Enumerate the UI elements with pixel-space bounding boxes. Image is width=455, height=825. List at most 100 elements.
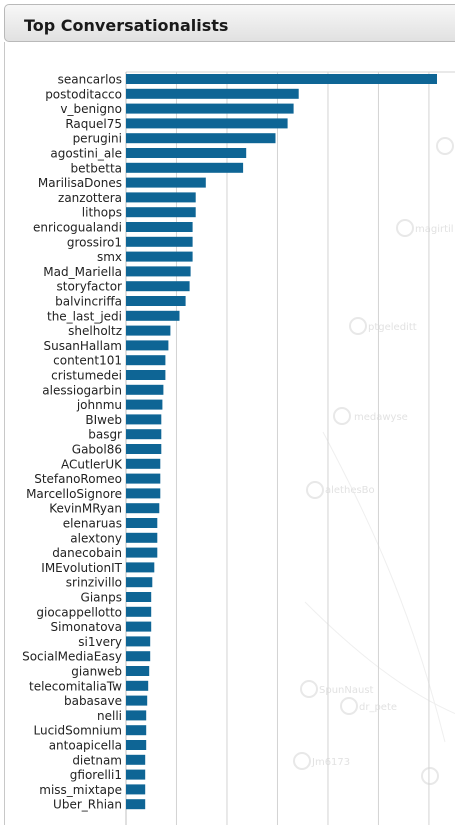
background-node-label: medawyse <box>354 412 408 423</box>
background-network-node <box>340 697 358 715</box>
bar <box>126 695 148 706</box>
bar <box>126 754 146 765</box>
category-label: danecobain <box>52 546 122 560</box>
bar <box>126 414 162 425</box>
category-label: Mad_Mariella <box>43 265 122 279</box>
category-label: v_benigno <box>60 102 122 116</box>
category-label: nelli <box>97 709 122 723</box>
bar <box>126 177 206 188</box>
background-network-node <box>421 767 439 785</box>
background-network-node <box>436 137 454 155</box>
category-label: Gianps <box>81 591 122 605</box>
bar <box>126 133 276 144</box>
bar <box>126 118 288 129</box>
background-network-node <box>293 752 311 770</box>
category-label: smx <box>97 250 122 264</box>
bar <box>126 784 146 795</box>
bar <box>126 562 155 573</box>
bar <box>126 725 147 736</box>
panel-header: Top Conversationalists <box>4 4 455 42</box>
category-label: gfiorelli1 <box>70 768 122 782</box>
category-label: enricogualandi <box>33 221 122 235</box>
bar <box>126 429 162 440</box>
category-label: content101 <box>53 354 122 368</box>
bar <box>126 103 294 114</box>
bar <box>126 251 193 262</box>
background-network-node <box>300 680 318 698</box>
bar <box>126 769 146 780</box>
bar <box>126 621 152 632</box>
category-label: basgr <box>88 428 122 442</box>
bar <box>126 340 169 351</box>
chart-area: magirtil ptgeleditt medawyse alethesBo SpunN… <box>4 42 455 825</box>
bar <box>126 666 150 676</box>
category-label: Uber_Rhian <box>53 798 122 812</box>
bar <box>126 296 186 306</box>
bar <box>126 577 153 588</box>
bar <box>126 370 166 380</box>
category-label: antoapicella <box>49 739 122 753</box>
bar <box>126 740 147 750</box>
bar <box>126 266 191 277</box>
category-label: gianweb <box>71 665 122 679</box>
bar <box>126 281 190 292</box>
category-label: SocialMediaEasy <box>22 650 122 664</box>
bar <box>126 222 193 232</box>
background-node-label: SpunNaust <box>319 685 374 696</box>
bar <box>126 532 158 543</box>
category-label: balvincriffa <box>55 295 122 309</box>
category-label: postoditacco <box>45 87 122 101</box>
category-label: telecomitaliaTw <box>29 679 122 693</box>
bar <box>126 473 161 484</box>
bar <box>126 503 160 514</box>
bar <box>126 636 151 647</box>
background-node-label: ptgeleditt <box>368 322 417 333</box>
category-label: the_last_jedi <box>47 309 122 323</box>
background-network-node <box>306 481 324 499</box>
background-node-label: alethesBo <box>325 485 375 496</box>
background-network-node <box>396 219 414 237</box>
background-network-node <box>333 407 351 425</box>
bar <box>126 236 193 247</box>
category-label: agostini_ale <box>50 147 122 161</box>
bar <box>126 325 171 336</box>
bar <box>126 518 158 528</box>
background-network-node <box>349 317 367 335</box>
category-label: StefanoRomeo <box>34 472 122 486</box>
bar <box>126 710 147 721</box>
background-node-label: Jm6173 <box>311 757 350 768</box>
category-label: srinzivillo <box>66 576 122 590</box>
background-network-edges <box>304 431 455 743</box>
background-node-label: magirtil <box>415 224 454 235</box>
category-label: johnmu <box>76 398 122 412</box>
category-label: shelholtz <box>68 324 122 338</box>
category-label: elenaruas <box>63 517 122 531</box>
category-label: seancarlos <box>58 73 122 87</box>
bar <box>126 355 166 366</box>
category-label: perugini <box>73 132 122 146</box>
category-label: MarilisaDones <box>38 176 122 190</box>
category-label: MarcelloSignore <box>26 487 122 501</box>
bar <box>126 192 196 203</box>
category-label: ACutlerUK <box>61 457 123 471</box>
category-label: betbetta <box>71 161 122 175</box>
bar <box>126 606 152 617</box>
category-label: cristumedei <box>51 369 122 383</box>
category-label: storyfactor <box>57 280 123 294</box>
category-label: si1very <box>78 635 122 649</box>
bar <box>126 651 151 662</box>
bar <box>126 488 161 499</box>
bar-chart: magirtil ptgeleditt medawyse alethesBo SpunN… <box>22 71 455 825</box>
category-label: alextony <box>70 531 122 545</box>
category-label: Raquel75 <box>65 117 122 131</box>
category-label: dietnam <box>72 753 122 767</box>
panel-title: Top Conversationalists <box>24 16 229 35</box>
bar <box>126 162 244 173</box>
bar <box>126 207 196 218</box>
category-label: lithops <box>82 206 122 220</box>
category-label: BIweb <box>85 413 122 427</box>
bar <box>126 458 161 469</box>
bar <box>126 680 149 691</box>
bar <box>126 444 162 454</box>
category-label: Simonatova <box>51 620 122 634</box>
